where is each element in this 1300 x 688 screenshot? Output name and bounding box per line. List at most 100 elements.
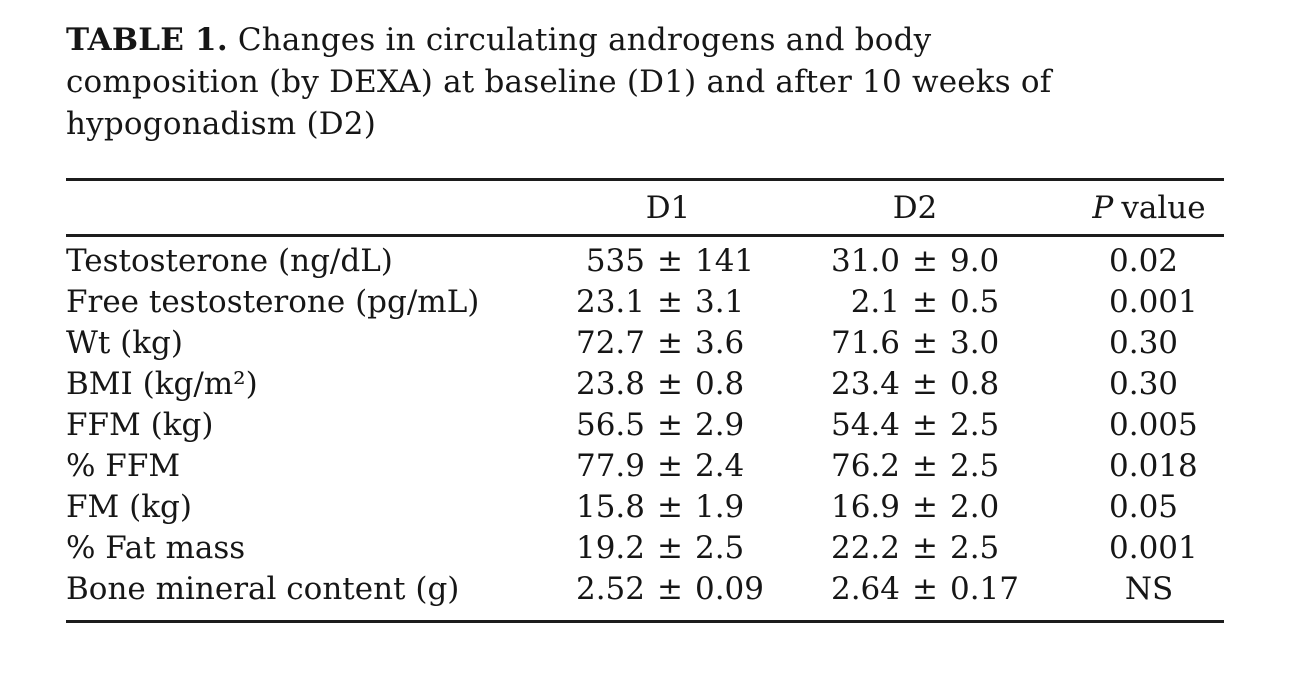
p-value: NS xyxy=(1124,571,1174,607)
d2-cell: 2.1 ±0.5 xyxy=(790,282,1040,323)
p-value: 0.02 xyxy=(1109,243,1179,279)
d2-sd: 0.8 xyxy=(949,366,1000,402)
top-rule xyxy=(66,178,1224,181)
caption-text-2: composition (by DEXA) at baseline (D1) a… xyxy=(66,64,1052,100)
p-value: 0.018 xyxy=(1109,448,1198,484)
p-cell: 0.02 xyxy=(1040,241,1224,282)
plus-minus-sign: ± xyxy=(657,407,683,443)
d1-sd: 2.9 xyxy=(694,407,745,443)
table-row: Testosterone (ng/dL) 535 ±141 31.0 ±9.0 0.… xyxy=(66,241,1224,282)
p-cell: 0.30 xyxy=(1040,323,1224,364)
caption-table-number: TABLE 1. xyxy=(66,22,228,58)
row-label: % Fat mass xyxy=(66,530,246,566)
d2-cell: 16.9 ±2.0 xyxy=(790,487,1040,528)
d2-mean: 23.4 xyxy=(830,366,900,402)
d2-sd: 2.0 xyxy=(949,489,1000,525)
d1-sd: 2.5 xyxy=(694,530,745,566)
plus-minus-sign: ± xyxy=(912,243,938,279)
bottom-rule xyxy=(66,620,1224,623)
d1-cell: 19.2 ±2.5 xyxy=(546,528,790,569)
plus-minus-sign: ± xyxy=(912,530,938,566)
d2-cell: 71.6 ±3.0 xyxy=(790,323,1040,364)
d1-sd: 2.4 xyxy=(694,448,745,484)
row-label: Free testosterone (pg/mL) xyxy=(66,284,480,320)
d2-cell: 2.64 ±0.17 xyxy=(790,569,1040,610)
d2-mean: 2.1 xyxy=(850,284,900,320)
plus-minus-sign: ± xyxy=(657,530,683,566)
d1-mean: 56.5 xyxy=(575,407,645,443)
caption-line-1: TABLE 1. Changes in circulating androgens… xyxy=(66,19,1051,61)
table-row: % Fat mass 19.2 ±2.5 22.2 ±2.5 0.001 xyxy=(66,528,1224,569)
d2-sd: 0.17 xyxy=(949,571,1020,607)
p-cell: 0.005 xyxy=(1040,405,1224,446)
d1-mean: 19.2 xyxy=(575,530,645,566)
row-label: Bone mineral content (g) xyxy=(66,571,460,607)
table-row: Bone mineral content (g) 2.52 ±0.09 2.64 ±… xyxy=(66,569,1224,610)
d1-cell: 15.8 ±1.9 xyxy=(546,487,790,528)
table-row: Wt (kg) 72.7 ±3.6 71.6 ±3.0 0.30 xyxy=(66,323,1224,364)
table-row: Free testosterone (pg/mL) 23.1 ±3.1 2.1 ±0… xyxy=(66,282,1224,323)
header-rule xyxy=(66,234,1224,237)
d1-cell: 23.8 ±0.8 xyxy=(546,364,790,405)
plus-minus-sign: ± xyxy=(657,571,683,607)
d1-cell: 23.1 ±3.1 xyxy=(546,282,790,323)
plus-minus-sign: ± xyxy=(912,489,938,525)
plus-minus-sign: ± xyxy=(912,571,938,607)
d1-sd: 0.09 xyxy=(694,571,765,607)
plus-minus-sign: ± xyxy=(657,284,683,320)
row-label: FM (kg) xyxy=(66,489,192,525)
row-label: FFM (kg) xyxy=(66,407,214,443)
d2-mean: 71.6 xyxy=(830,325,900,361)
d2-sd: 2.5 xyxy=(949,407,1000,443)
p-cell: 0.30 xyxy=(1040,364,1224,405)
d2-sd: 2.5 xyxy=(949,530,1000,566)
d1-mean: 23.1 xyxy=(575,284,645,320)
p-cell: 0.001 xyxy=(1040,528,1224,569)
d2-cell: 54.4 ±2.5 xyxy=(790,405,1040,446)
plus-minus-sign: ± xyxy=(657,366,683,402)
p-value: 0.001 xyxy=(1109,530,1198,566)
d2-sd: 9.0 xyxy=(949,243,1000,279)
d1-mean: 535 xyxy=(585,243,645,279)
table-caption: TABLE 1. Changes in circulating androgens… xyxy=(66,19,1051,145)
p-value: 0.30 xyxy=(1109,325,1179,361)
plus-minus-sign: ± xyxy=(912,284,938,320)
d2-mean: 22.2 xyxy=(830,530,900,566)
p-value: 0.05 xyxy=(1109,489,1179,525)
d1-cell: 72.7 ±3.6 xyxy=(546,323,790,364)
d1-cell: 2.52 ±0.09 xyxy=(546,569,790,610)
row-label: Wt (kg) xyxy=(66,325,183,361)
p-symbol: P xyxy=(1092,189,1114,226)
p-value: 0.30 xyxy=(1109,366,1179,402)
plus-minus-sign: ± xyxy=(912,407,938,443)
d1-mean: 72.7 xyxy=(575,325,645,361)
d1-sd: 141 xyxy=(694,243,755,279)
d2-sd: 0.5 xyxy=(949,284,1000,320)
d1-cell: 56.5 ±2.9 xyxy=(546,405,790,446)
d1-mean: 77.9 xyxy=(575,448,645,484)
plus-minus-sign: ± xyxy=(912,325,938,361)
p-value-word: value xyxy=(1121,189,1206,226)
d2-cell: 23.4 ±0.8 xyxy=(790,364,1040,405)
caption-text-3: hypogonadism (D2) xyxy=(66,106,377,142)
table-row: % FFM 77.9 ±2.4 76.2 ±2.5 0.018 xyxy=(66,446,1224,487)
plus-minus-sign: ± xyxy=(912,366,938,402)
plus-minus-sign: ± xyxy=(912,448,938,484)
d2-cell: 76.2 ±2.5 xyxy=(790,446,1040,487)
d1-sd: 3.6 xyxy=(694,325,745,361)
d1-sd: 0.8 xyxy=(694,366,745,402)
p-cell: 0.018 xyxy=(1040,446,1224,487)
table-row: FM (kg) 15.8 ±1.9 16.9 ±2.0 0.05 xyxy=(66,487,1224,528)
table-row: BMI (kg/m²) 23.8 ±0.8 23.4 ±0.8 0.30 xyxy=(66,364,1224,405)
d1-cell: 77.9 ±2.4 xyxy=(546,446,790,487)
caption-line-2: composition (by DEXA) at baseline (D1) a… xyxy=(66,61,1051,103)
table-body: Testosterone (ng/dL) 535 ±141 31.0 ±9.0 0.… xyxy=(66,237,1224,620)
plus-minus-sign: ± xyxy=(657,325,683,361)
d2-cell: 22.2 ±2.5 xyxy=(790,528,1040,569)
plus-minus-sign: ± xyxy=(657,243,683,279)
d1-mean: 23.8 xyxy=(575,366,645,402)
row-label: Testosterone (ng/dL) xyxy=(66,243,393,279)
d2-mean: 16.9 xyxy=(830,489,900,525)
d1-cell: 535 ±141 xyxy=(546,241,790,282)
